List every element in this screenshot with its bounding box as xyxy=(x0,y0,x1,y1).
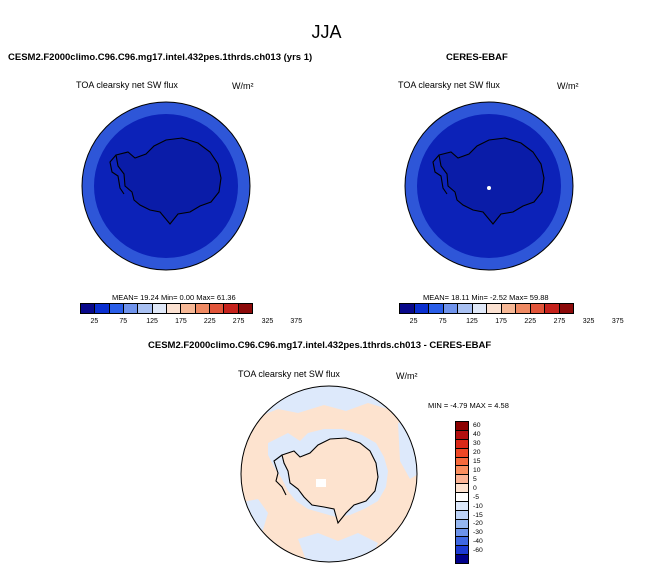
colorbar-cell xyxy=(456,546,468,556)
colorbar-cell xyxy=(95,304,110,313)
colorbar-tick-spacer xyxy=(473,555,495,564)
colorbar-tick-label: 375 xyxy=(290,318,303,325)
colorbar-cell xyxy=(209,304,225,313)
colorbar-cell xyxy=(545,304,560,313)
colorbar-cell xyxy=(456,528,468,538)
colorbar-cell xyxy=(152,304,167,313)
colorbar-tick-label: 60 xyxy=(473,422,481,430)
colorbar-tick-label: -10 xyxy=(473,502,483,510)
colorbar-tick-label: -15 xyxy=(473,511,483,519)
colorbar-tick-label: 325 xyxy=(582,318,595,325)
colorbar-cell xyxy=(456,439,468,449)
variable-label-model: TOA clearsky net SW flux xyxy=(76,80,178,90)
colorbar-tick-label: 40 xyxy=(473,431,481,439)
colorbar-tick-label: 0 xyxy=(473,484,477,492)
colorbar-tick-label: 25 xyxy=(409,318,418,325)
colorbar-tick-label: 20 xyxy=(473,448,481,456)
colorbar-tick-label: -40 xyxy=(473,538,483,546)
colorbar-cell xyxy=(456,466,468,476)
colorbar-cell xyxy=(456,475,468,485)
colorbar-tick-label: -30 xyxy=(473,529,483,537)
colorbar-tick-label: 10 xyxy=(473,466,481,474)
colorbar-tick-label: 175 xyxy=(175,318,187,325)
colorbar-cell xyxy=(195,304,210,313)
colorbar-tick-label: 275 xyxy=(553,318,566,325)
colorbar-cell xyxy=(456,422,468,431)
colorbar-cell xyxy=(429,304,444,313)
units-label-obs: W/m² xyxy=(557,81,579,91)
colorbar-cell xyxy=(516,304,531,313)
colorbar-tick-label: 125 xyxy=(466,318,478,325)
colorbar-cell xyxy=(456,457,468,467)
colorbar-cell xyxy=(456,484,468,493)
colorbar-cell xyxy=(456,430,468,440)
colorbar-tick-label: 225 xyxy=(203,318,216,325)
panel-title-model: CESM2.F2000climo.C96.C96.mg17.intel.432p… xyxy=(8,52,313,63)
colorbar-tick-label: 30 xyxy=(473,440,481,448)
colorbar-cell xyxy=(456,555,468,563)
colorbar-cell xyxy=(138,304,153,313)
stats-diff: MIN = -4.79 MAX = 4.58 xyxy=(428,401,509,410)
colorbar-tick-label: 125 xyxy=(146,318,158,325)
stats-obs: MEAN= 18.11 Min= -2.52 Max= 59.88 xyxy=(423,293,549,302)
colorbar-obs xyxy=(399,303,574,314)
colorbar-tick-label: -60 xyxy=(473,547,483,555)
colorbar-tick-label: 175 xyxy=(495,318,507,325)
colorbar-cell xyxy=(238,304,252,313)
colorbar-cell xyxy=(400,304,415,313)
colorbar-cell xyxy=(501,304,516,313)
colorbar-cell xyxy=(456,510,468,520)
panel-title-obs: CERES-EBAF xyxy=(446,52,508,63)
colorbar-cell xyxy=(530,304,545,313)
colorbar-cell xyxy=(456,493,468,502)
polar-map-diff xyxy=(240,385,418,563)
colorbar-tick-label: 5 xyxy=(473,475,477,483)
colorbar-tick-label: 375 xyxy=(611,318,624,325)
colorbar-cell xyxy=(456,448,468,458)
colorbar-cell xyxy=(456,519,468,529)
colorbar-tick-label: 225 xyxy=(524,318,537,325)
colorbar-cell xyxy=(443,304,458,313)
colorbar-cell xyxy=(472,304,487,313)
colorbar-tick-label: 75 xyxy=(438,318,447,325)
units-label-model: W/m² xyxy=(232,81,254,91)
colorbar-cell xyxy=(456,501,468,511)
colorbar-cell xyxy=(166,304,182,313)
page-title: JJA xyxy=(311,22,342,42)
polar-map-obs xyxy=(404,101,574,271)
colorbar-tick-label: -5 xyxy=(473,493,480,501)
units-label-diff: W/m² xyxy=(396,371,418,381)
colorbar-tick-label: 275 xyxy=(232,318,245,325)
colorbar-tick-label: 15 xyxy=(473,457,481,465)
colorbar-cell xyxy=(224,304,239,313)
variable-label-diff: TOA clearsky net SW flux xyxy=(238,369,340,379)
colorbar-tick-label: -20 xyxy=(473,520,483,528)
variable-label-obs: TOA clearsky net SW flux xyxy=(398,80,500,90)
colorbar-diff xyxy=(455,421,469,564)
polar-map-model xyxy=(81,101,251,271)
colorbar-cell xyxy=(559,304,573,313)
colorbar-cell xyxy=(456,537,468,547)
colorbar-cell xyxy=(81,304,96,313)
stats-model: MEAN= 19.24 Min= 0.00 Max= 61.36 xyxy=(112,293,236,302)
colorbar-tick-label: 75 xyxy=(119,318,128,325)
colorbar-tick-label: 325 xyxy=(261,318,274,325)
panel-title-diff: CESM2.F2000climo.C96.C96.mg17.intel.432p… xyxy=(148,340,492,351)
colorbar-ticks-diff: 60 40 30 20 15 10 5 0 -5 -10 -15 -20 -30 -40 -60 xyxy=(473,421,495,564)
colorbar-cell xyxy=(458,304,473,313)
colorbar-cell xyxy=(123,304,139,313)
colorbar-model xyxy=(80,303,253,314)
colorbar-cell xyxy=(414,304,429,313)
colorbar-cell xyxy=(487,304,502,313)
colorbar-cell xyxy=(181,304,196,313)
colorbar-cell xyxy=(109,304,124,313)
colorbar-tick-label: 25 xyxy=(90,318,99,325)
